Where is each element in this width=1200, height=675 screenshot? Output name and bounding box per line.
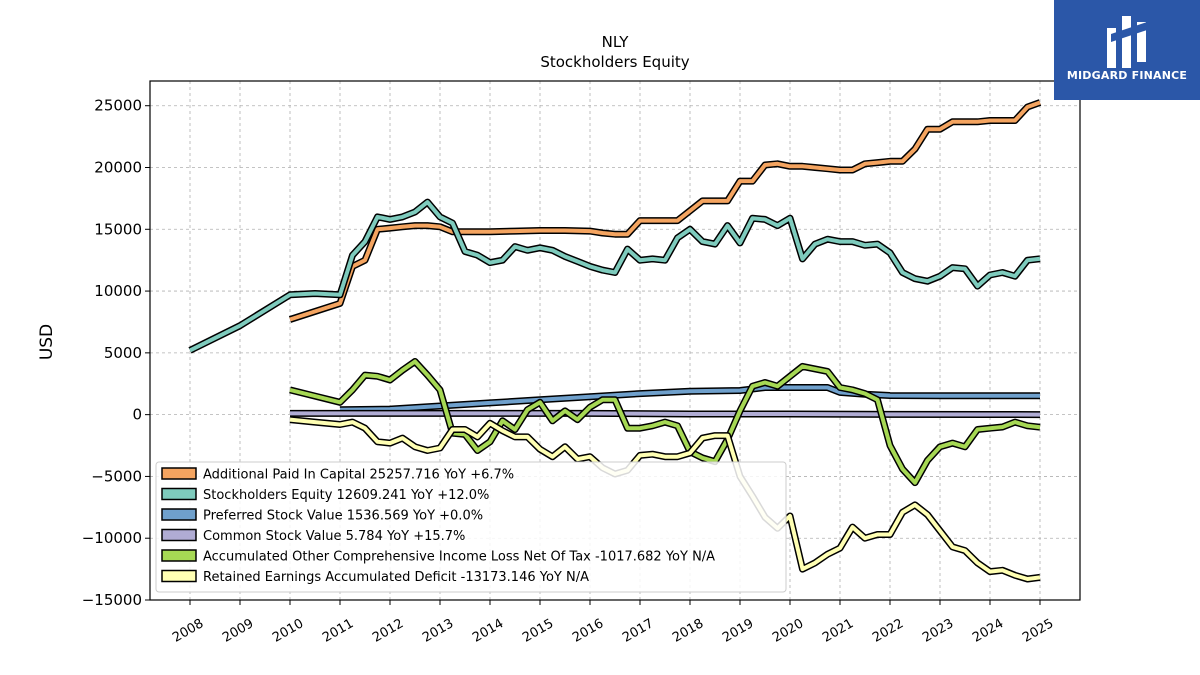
legend-swatch (161, 508, 197, 521)
series-line-stroke (339, 385, 1040, 412)
series-line (188, 198, 1041, 354)
legend-swatch (161, 467, 197, 480)
y-tick-label: −5000 (91, 467, 142, 485)
chart-title: NLY (602, 33, 630, 51)
y-tick-label: 10000 (94, 282, 142, 300)
legend-entry: Common Stock Value 5.784 YoY +15.7% (203, 529, 465, 544)
series-line-stroke (289, 359, 1041, 485)
y-tick-label: 15000 (94, 220, 142, 238)
legend: Additional Paid In Capital 25257.716 YoY… (155, 461, 787, 593)
y-tick-label: 25000 (94, 97, 142, 115)
series-line (289, 416, 1041, 583)
logo-emblem-icon (1107, 16, 1147, 68)
legend-box (155, 461, 787, 593)
series-line-stroke (189, 200, 1041, 353)
series-line (289, 358, 1041, 487)
y-tick-label: 20000 (94, 159, 142, 177)
series-line-stroke (289, 417, 1041, 581)
y-tick-label: 5000 (104, 344, 142, 362)
logo-text: MIDGARD FINANCE (1066, 69, 1188, 82)
plot-frame (149, 80, 1081, 601)
series-line-stroke (289, 100, 1041, 322)
chart-subtitle: Stockholders Equity (540, 53, 689, 71)
series-line (290, 409, 1041, 419)
series-line (288, 99, 1042, 323)
legend-swatch (161, 549, 197, 562)
series-line (339, 384, 1040, 414)
y-axis-label: USD (37, 324, 57, 360)
series-group (188, 99, 1042, 583)
legend-entry: Additional Paid In Capital 25257.716 YoY… (203, 468, 514, 483)
y-tick-label: −15000 (82, 591, 142, 609)
legend-swatch (161, 569, 197, 583)
legend-swatch (161, 487, 197, 501)
y-tick-label: −10000 (82, 529, 142, 547)
legend-swatch (161, 528, 197, 542)
brand-logo: MIDGARD FINANCE (1054, 0, 1200, 100)
legend-entry: Accumulated Other Comprehensive Income L… (203, 550, 715, 565)
legend-entry: Retained Earnings Accumulated Deficit -1… (203, 570, 589, 585)
series-line-stroke (290, 411, 1041, 417)
legend-entry: Stockholders Equity 12609.241 YoY +12.0% (203, 488, 489, 503)
y-tick-label: 0 (132, 406, 142, 424)
legend-entry: Preferred Stock Value 1536.569 YoY +0.0% (203, 509, 483, 524)
